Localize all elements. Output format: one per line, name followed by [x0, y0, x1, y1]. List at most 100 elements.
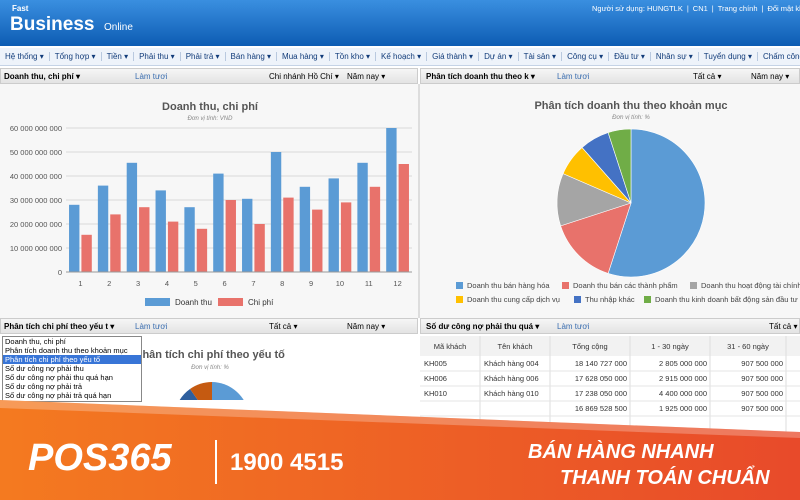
cell: 17 238 050 000	[575, 389, 627, 398]
bar	[126, 162, 138, 272]
dropdown-item[interactable]: Số dư công nợ phải trả quá hạn	[5, 391, 112, 400]
menu-item[interactable]: Đầu tư ▾	[609, 52, 651, 61]
header-link[interactable]: CN1	[692, 4, 708, 13]
bar	[196, 228, 208, 272]
bar	[110, 214, 121, 272]
legend-label: Doanh thu kinh doanh bất động sản đầu tư	[655, 295, 798, 304]
header-link[interactable]: Trang chính	[717, 4, 758, 13]
menu-item[interactable]: Tài sản ▾	[519, 52, 563, 61]
label: Tất cả	[269, 322, 292, 331]
column-header: 1 - 30 ngày	[651, 342, 689, 351]
refresh-button[interactable]: Làm tươi	[135, 322, 167, 331]
bar	[270, 152, 282, 272]
label: Phân tích doanh thu theo k	[426, 72, 529, 81]
label: Năm nay	[347, 322, 380, 331]
select[interactable]: Năm nay ▾	[347, 322, 386, 331]
pie-slice	[179, 389, 198, 400]
menu-item[interactable]: Mua hàng ▾	[277, 52, 330, 61]
menu-item[interactable]: Bán hàng ▾	[226, 52, 278, 61]
legend-label: Doanh thu bán các thành phẩm	[573, 281, 678, 290]
header-link[interactable]: Người sử dụng: HUNGTLK	[592, 4, 683, 13]
bar	[328, 178, 339, 272]
label: Làm tươi	[135, 72, 168, 81]
legend-swatch	[145, 298, 170, 306]
select[interactable]: Tất cả ▾	[269, 322, 298, 331]
menu-label: Công cụ	[567, 52, 597, 61]
refresh-button[interactable]: Làm tươi	[557, 72, 589, 81]
legend-swatch	[456, 296, 463, 303]
banner-stripe	[0, 400, 800, 438]
cell: 907 500 000	[741, 389, 783, 398]
dropdown-item[interactable]: Phân tích doanh thu theo khoản mục	[5, 346, 128, 355]
separator: |	[711, 4, 714, 13]
phone: 1900 4515	[230, 449, 343, 476]
menu-item[interactable]: Tổng hợp ▾	[50, 52, 102, 61]
cost-chart: Phân tích chi phí theo yếu tố Đơn vị tín…	[135, 349, 285, 400]
menu-item[interactable]: Tuyển dụng ▾	[699, 52, 759, 61]
menu-label: Phải thu	[139, 52, 169, 61]
bar	[299, 186, 311, 272]
y-tick-label: 20 000 000 000	[10, 220, 62, 229]
select[interactable]: Doanh thu, chi phí ▾	[4, 72, 81, 81]
menu-item[interactable]: Chấm công ▾	[758, 52, 800, 61]
menu-item[interactable]: Tồn kho ▾	[330, 52, 377, 61]
pie-slice	[607, 128, 632, 204]
dropdown-item[interactable]: Số dư công nợ phải trả	[5, 382, 83, 391]
panel	[0, 84, 420, 318]
menu-item[interactable]: Tiền ▾	[102, 52, 135, 61]
select[interactable]: Số dư công nợ phải thu quá ▾	[426, 322, 540, 331]
select[interactable]: Tất cả ▾	[693, 72, 722, 81]
legend-swatch	[456, 282, 463, 289]
header-link[interactable]: Đổi mật khẩu	[767, 4, 800, 13]
cell: 18 140 727 000	[575, 359, 627, 368]
bar	[369, 186, 381, 272]
label: Làm tươi	[557, 322, 590, 331]
dropdown-item[interactable]: Doanh thu, chi phí	[5, 337, 66, 346]
cell: Khách hàng 006	[484, 374, 539, 383]
bar	[242, 198, 253, 272]
table-header	[420, 336, 800, 356]
dropdown-item[interactable]: Phân tích chi phí theo yếu tố	[3, 355, 141, 364]
menu-item[interactable]: Nhân sự ▾	[651, 52, 699, 61]
select[interactable]: Phân tích doanh thu theo k ▾	[426, 72, 535, 81]
refresh-button[interactable]: Làm tươi	[557, 322, 589, 331]
menu-item[interactable]: Phải trả ▾	[181, 52, 226, 61]
chart-title: Phân tích chi phí theo yếu tố	[135, 349, 285, 361]
label: Làm tươi	[557, 72, 590, 81]
menu-item[interactable]: Hệ thống ▾	[0, 52, 50, 61]
logo-sub: Online	[104, 22, 133, 33]
menu-item[interactable]: Kế hoạch ▾	[376, 52, 428, 61]
menu-item[interactable]: Dự án ▾	[479, 52, 519, 61]
y-tick-label: 50 000 000 000	[10, 148, 62, 157]
select[interactable]: Năm nay ▾	[751, 72, 790, 81]
y-tick-label: 60 000 000 000	[10, 124, 62, 133]
x-tick-label: 4	[165, 279, 169, 288]
x-tick-label: 11	[365, 279, 373, 288]
pie-slice	[212, 382, 244, 400]
dropdown-item[interactable]: Số dư công nợ phải thu quá hạn	[5, 373, 113, 382]
user-links: Người sử dụng: HUNGTLK | CN1 | Trang chính | Đ…	[592, 4, 800, 13]
menu-item[interactable]: Phải thu ▾	[134, 52, 181, 61]
bar	[167, 221, 179, 272]
chart-subtitle: Đơn vị tính: %	[612, 115, 650, 121]
dropdown-list[interactable]: Doanh thu, chi phí Phân tích doanh thu th…	[2, 336, 142, 402]
header: Fast Business Online Người sử dụng: HUNG…	[0, 0, 800, 46]
select[interactable]: Chi nhánh Hồ Chí ▾	[269, 72, 339, 81]
menu-item[interactable]: Giá thành ▾	[427, 52, 480, 61]
cell: 907 500 000	[741, 404, 783, 413]
label: Chi nhánh Hồ Chí	[269, 72, 333, 81]
select[interactable]: Tất cả ▾	[769, 322, 798, 331]
select[interactable]: Phân tích chi phí theo yếu t ▾	[4, 322, 115, 331]
toolbar: Số dư công nợ phải thu quá ▾ Làm tươi Tất …	[420, 318, 800, 334]
label: Làm tươi	[135, 322, 168, 331]
dropdown-item[interactable]: Số dư công nợ phải thu	[5, 364, 84, 373]
menu-bar: Hệ thống ▾ Tổng hợp ▾ Tiền ▾ Phải thu ▾ Phải…	[0, 48, 800, 66]
brand: POS365	[28, 437, 173, 479]
bar	[139, 207, 150, 272]
logo-top: Fast	[12, 4, 29, 13]
select[interactable]: Năm nay ▾	[347, 72, 386, 81]
menu-item[interactable]: Công cụ ▾	[562, 52, 610, 61]
refresh-button[interactable]: Làm tươi	[135, 72, 167, 81]
menu-label: Dự án	[484, 52, 507, 61]
y-tick-label: 10 000 000 000	[10, 244, 62, 253]
